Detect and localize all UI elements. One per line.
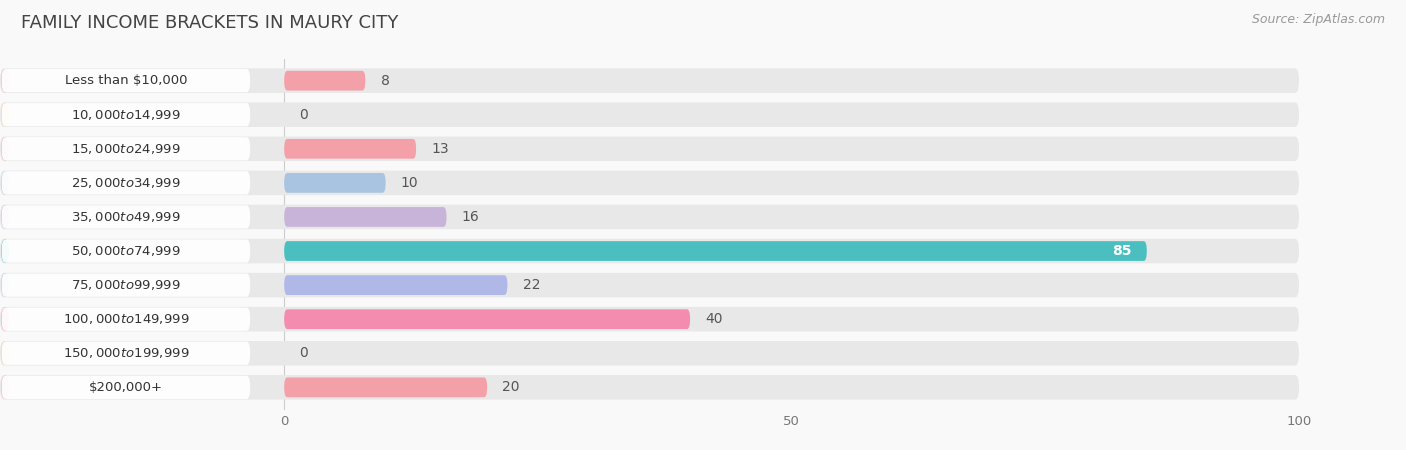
Text: 10: 10 [401,176,419,190]
Text: 20: 20 [502,380,520,394]
FancyBboxPatch shape [1,376,250,399]
FancyBboxPatch shape [0,103,1299,127]
Text: 0: 0 [299,346,308,360]
Circle shape [1,206,8,228]
Circle shape [1,104,8,126]
FancyBboxPatch shape [0,239,1299,263]
Circle shape [1,240,8,262]
Text: $150,000 to $199,999: $150,000 to $199,999 [63,346,190,360]
FancyBboxPatch shape [284,378,486,397]
Circle shape [1,308,8,330]
FancyBboxPatch shape [284,207,447,227]
FancyBboxPatch shape [1,171,250,194]
FancyBboxPatch shape [0,136,1299,161]
FancyBboxPatch shape [284,139,416,159]
Text: Source: ZipAtlas.com: Source: ZipAtlas.com [1251,14,1385,27]
FancyBboxPatch shape [284,173,385,193]
Text: 13: 13 [432,142,449,156]
FancyBboxPatch shape [1,205,250,229]
Circle shape [1,138,8,160]
Text: FAMILY INCOME BRACKETS IN MAURY CITY: FAMILY INCOME BRACKETS IN MAURY CITY [21,14,398,32]
FancyBboxPatch shape [1,274,250,297]
FancyBboxPatch shape [1,137,250,160]
Text: $10,000 to $14,999: $10,000 to $14,999 [72,108,181,122]
Text: $100,000 to $149,999: $100,000 to $149,999 [63,312,190,326]
FancyBboxPatch shape [1,69,250,92]
FancyBboxPatch shape [284,275,508,295]
Text: 16: 16 [461,210,479,224]
FancyBboxPatch shape [1,342,250,365]
Text: 40: 40 [706,312,723,326]
FancyBboxPatch shape [0,68,1299,93]
Text: Less than $10,000: Less than $10,000 [65,74,187,87]
Text: $200,000+: $200,000+ [89,381,163,394]
Text: 8: 8 [381,74,389,88]
Text: $50,000 to $74,999: $50,000 to $74,999 [72,244,181,258]
Text: 0: 0 [299,108,308,122]
FancyBboxPatch shape [0,307,1299,332]
Circle shape [1,376,8,398]
FancyBboxPatch shape [1,239,250,263]
FancyBboxPatch shape [1,103,250,126]
FancyBboxPatch shape [1,308,250,331]
FancyBboxPatch shape [0,375,1299,400]
Circle shape [1,274,8,296]
FancyBboxPatch shape [284,71,366,90]
Circle shape [1,70,8,92]
Circle shape [1,172,8,194]
Text: $75,000 to $99,999: $75,000 to $99,999 [72,278,181,292]
FancyBboxPatch shape [0,341,1299,365]
FancyBboxPatch shape [0,171,1299,195]
FancyBboxPatch shape [0,205,1299,229]
Text: $35,000 to $49,999: $35,000 to $49,999 [72,210,181,224]
Text: $25,000 to $34,999: $25,000 to $34,999 [72,176,181,190]
Circle shape [1,342,8,364]
Text: 85: 85 [1112,244,1132,258]
FancyBboxPatch shape [284,241,1147,261]
FancyBboxPatch shape [284,309,690,329]
FancyBboxPatch shape [0,273,1299,297]
Text: 22: 22 [523,278,540,292]
Text: $15,000 to $24,999: $15,000 to $24,999 [72,142,181,156]
